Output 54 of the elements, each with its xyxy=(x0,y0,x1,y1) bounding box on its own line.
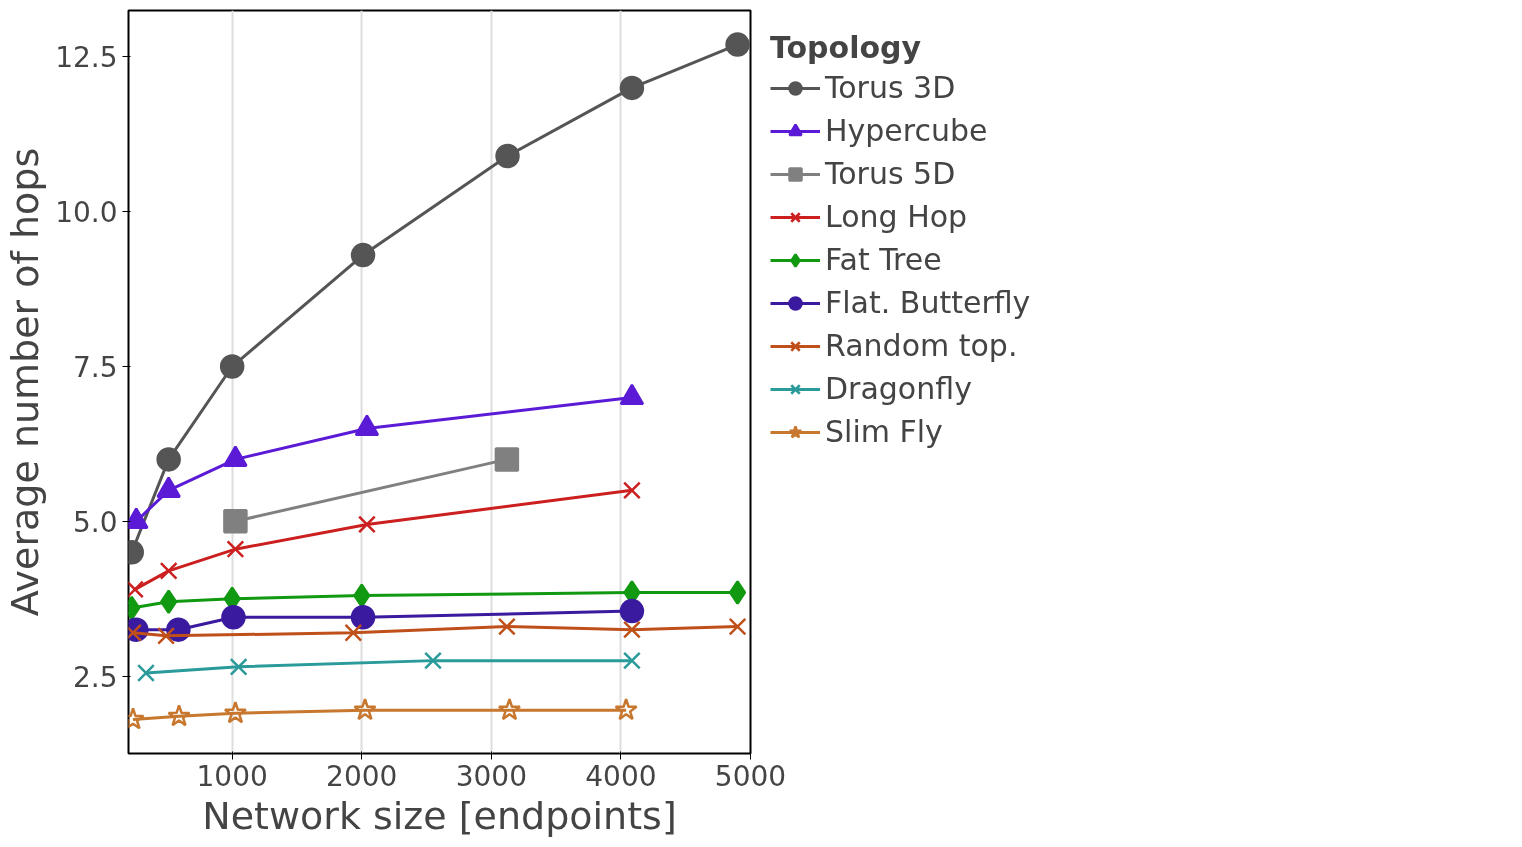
x-tick-label: 2000 xyxy=(326,759,398,793)
point xyxy=(353,697,377,721)
point xyxy=(497,697,522,721)
point xyxy=(497,617,516,636)
legend-label: Random top. xyxy=(825,328,1018,363)
y-tick-label: 7.5 xyxy=(72,351,118,385)
point xyxy=(495,143,520,169)
point xyxy=(344,623,363,642)
point xyxy=(622,651,641,670)
point xyxy=(167,704,191,727)
x-tick-label: 3000 xyxy=(455,759,527,793)
legend-label: Dragonfly xyxy=(825,371,972,406)
y-tick-label: 2.5 xyxy=(72,660,118,694)
point xyxy=(350,605,376,630)
point xyxy=(494,447,520,472)
legend-label: Long Hop xyxy=(825,199,968,234)
point xyxy=(619,75,645,101)
point xyxy=(728,617,747,636)
legend-label: Torus 3D xyxy=(825,70,956,105)
point xyxy=(357,515,376,534)
point xyxy=(156,447,181,472)
point xyxy=(353,583,371,608)
point xyxy=(423,651,443,670)
legend-label: Flat. Butterfly xyxy=(825,285,1031,320)
y-tick-label: 10.0 xyxy=(55,196,118,230)
point xyxy=(350,242,376,268)
point xyxy=(159,561,178,580)
x-tick-label: 1000 xyxy=(196,759,268,793)
point xyxy=(619,598,645,624)
point xyxy=(728,580,747,605)
x-tick-label: 5000 xyxy=(714,759,787,793)
point xyxy=(223,509,248,534)
point xyxy=(229,657,248,676)
point xyxy=(622,620,641,639)
point xyxy=(219,354,245,379)
y-tick-label: 12.5 xyxy=(55,41,118,75)
point xyxy=(157,626,176,645)
point xyxy=(128,580,145,599)
x-tick-label: 4000 xyxy=(585,759,657,793)
legend-label: Slim Fly xyxy=(825,414,943,449)
point xyxy=(226,540,245,559)
point xyxy=(614,697,638,721)
point xyxy=(725,32,750,57)
point xyxy=(221,605,246,630)
x-axis-title: Network size [endpoints] xyxy=(202,793,677,838)
point xyxy=(136,663,156,683)
legend-title: Topology xyxy=(770,30,923,65)
y-tick-label: 5.0 xyxy=(72,505,118,539)
legend-label: Hypercube xyxy=(825,113,988,148)
legend-label: Torus 5D xyxy=(825,156,956,191)
point xyxy=(223,701,248,724)
y-axis-title: Average number of hops xyxy=(3,147,48,617)
legend-label: Fat Tree xyxy=(825,242,942,277)
point xyxy=(622,481,641,500)
